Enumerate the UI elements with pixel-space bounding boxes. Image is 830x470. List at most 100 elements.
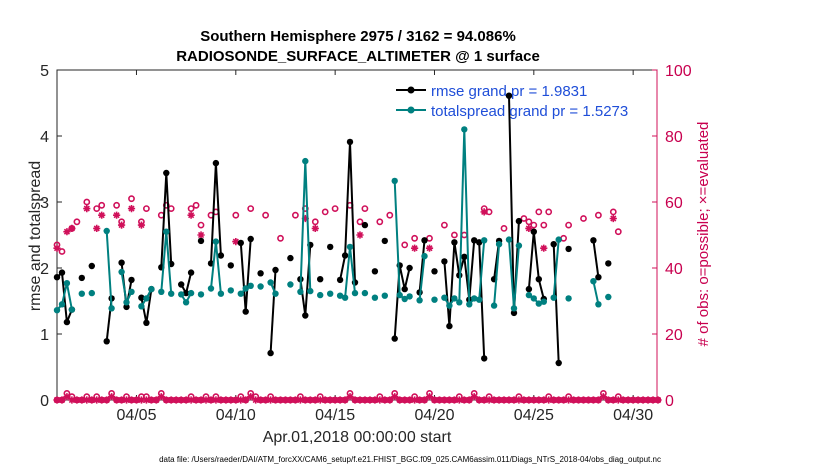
evaluated-low-marker — [311, 396, 319, 404]
evaluated-low-marker — [286, 396, 295, 404]
evaluated-low-marker — [569, 396, 578, 404]
spread-point — [182, 299, 190, 306]
evaluated-low-marker — [301, 396, 309, 404]
evaluated-low-marker — [445, 396, 453, 404]
evaluated-low-marker — [639, 396, 647, 404]
spread-point — [535, 300, 542, 307]
rmse-point — [143, 319, 150, 326]
spread-point — [595, 301, 602, 308]
rmse-point — [525, 285, 533, 293]
spread-point — [247, 282, 254, 289]
spread-point — [396, 291, 403, 299]
evaluated-low-marker — [182, 396, 190, 404]
rmse-point — [197, 237, 205, 245]
spread-point — [456, 299, 463, 306]
spread-point — [550, 294, 557, 301]
evaluated-low-marker — [217, 396, 225, 404]
rmse-point — [565, 245, 572, 253]
rmse-point — [341, 252, 349, 259]
evaluated-low-marker — [296, 396, 304, 404]
spread-point — [197, 291, 205, 298]
spread-point — [78, 290, 86, 297]
evaluated-low-marker — [351, 396, 359, 404]
possible-marker — [595, 211, 602, 219]
evaluated-low-marker — [589, 396, 598, 404]
spread-point — [227, 287, 234, 294]
possible-marker — [540, 221, 548, 229]
evaluated-low-marker — [460, 396, 468, 404]
x-axis-label: Apr.01,2018 00:00:00 start — [263, 429, 452, 446]
rmse-point — [118, 259, 125, 266]
possible-marker — [58, 248, 66, 255]
evaluated-low-marker — [619, 396, 627, 404]
x-tick-label: 04/25 — [514, 407, 554, 424]
evaluated-low-marker — [465, 396, 473, 404]
possible-marker — [525, 218, 533, 226]
evaluated-low-marker — [396, 396, 404, 404]
rmse-point — [247, 235, 254, 243]
spread-line-segment — [56, 282, 73, 311]
evaluated-low-marker — [401, 396, 409, 404]
evaluated-marker — [609, 214, 617, 223]
spread-point — [123, 299, 130, 306]
evaluated-low-marker — [207, 396, 215, 404]
evaluated-low-marker — [93, 396, 101, 404]
rmse-point — [381, 237, 388, 245]
rmse-point — [401, 285, 408, 293]
possible-marker — [520, 215, 528, 222]
possible-marker — [98, 201, 106, 209]
evaluated-marker — [311, 224, 319, 232]
y-right-tick-label: 0 — [665, 393, 674, 410]
rmse-point — [535, 276, 542, 283]
possible-marker — [450, 231, 458, 239]
rmse-point — [471, 237, 478, 244]
spread-point — [416, 297, 423, 304]
rmse-line-segment — [592, 240, 600, 278]
y-tick-label: 0 — [40, 393, 49, 410]
rmse-point — [595, 274, 602, 281]
evaluated-low-marker — [157, 393, 165, 401]
spread-point — [361, 289, 369, 297]
rmse-line-segment — [339, 140, 356, 283]
evaluated-low-marker — [63, 393, 71, 401]
evaluated-marker — [68, 224, 76, 232]
evaluated-low-marker — [232, 396, 240, 404]
rmse-point — [178, 281, 185, 288]
rmse-point — [481, 355, 488, 362]
evaluated-low-marker — [420, 396, 429, 404]
evaluated-marker — [98, 211, 106, 219]
series-layer — [53, 92, 662, 404]
evaluated-low-marker — [103, 396, 111, 404]
rmse-point — [476, 239, 483, 246]
spread-point — [441, 294, 448, 301]
rmse-point — [302, 312, 309, 319]
evaluated-low-marker — [98, 396, 106, 404]
spread-point — [307, 287, 314, 295]
evaluated-low-marker — [326, 396, 334, 404]
y-right-tick-label: 100 — [665, 63, 692, 80]
spread-point — [555, 236, 562, 243]
evaluated-low-marker — [629, 396, 637, 404]
spread-point — [128, 288, 135, 295]
rmse-point — [58, 269, 66, 276]
spread-point — [471, 295, 478, 302]
evaluated-low-marker — [202, 396, 210, 404]
evaluated-marker — [480, 208, 488, 216]
spread-point — [212, 238, 220, 245]
rmse-point — [257, 270, 264, 277]
evaluated-low-marker — [68, 396, 76, 404]
possible-marker — [262, 211, 269, 219]
evaluated-low-marker — [83, 396, 91, 404]
spread-point — [297, 288, 304, 295]
evaluated-low-marker — [515, 396, 523, 404]
spread-line-segment — [552, 239, 560, 298]
rmse-point — [421, 237, 428, 244]
possible-marker — [614, 228, 622, 236]
spread-point — [431, 296, 438, 303]
y-axis-left: 0 1 2 3 4 5 — [40, 63, 62, 410]
rmse-point — [555, 359, 562, 367]
rmse-point — [78, 274, 86, 282]
spread-point — [257, 283, 264, 290]
spread-point — [565, 295, 572, 302]
spread-point — [217, 290, 225, 297]
